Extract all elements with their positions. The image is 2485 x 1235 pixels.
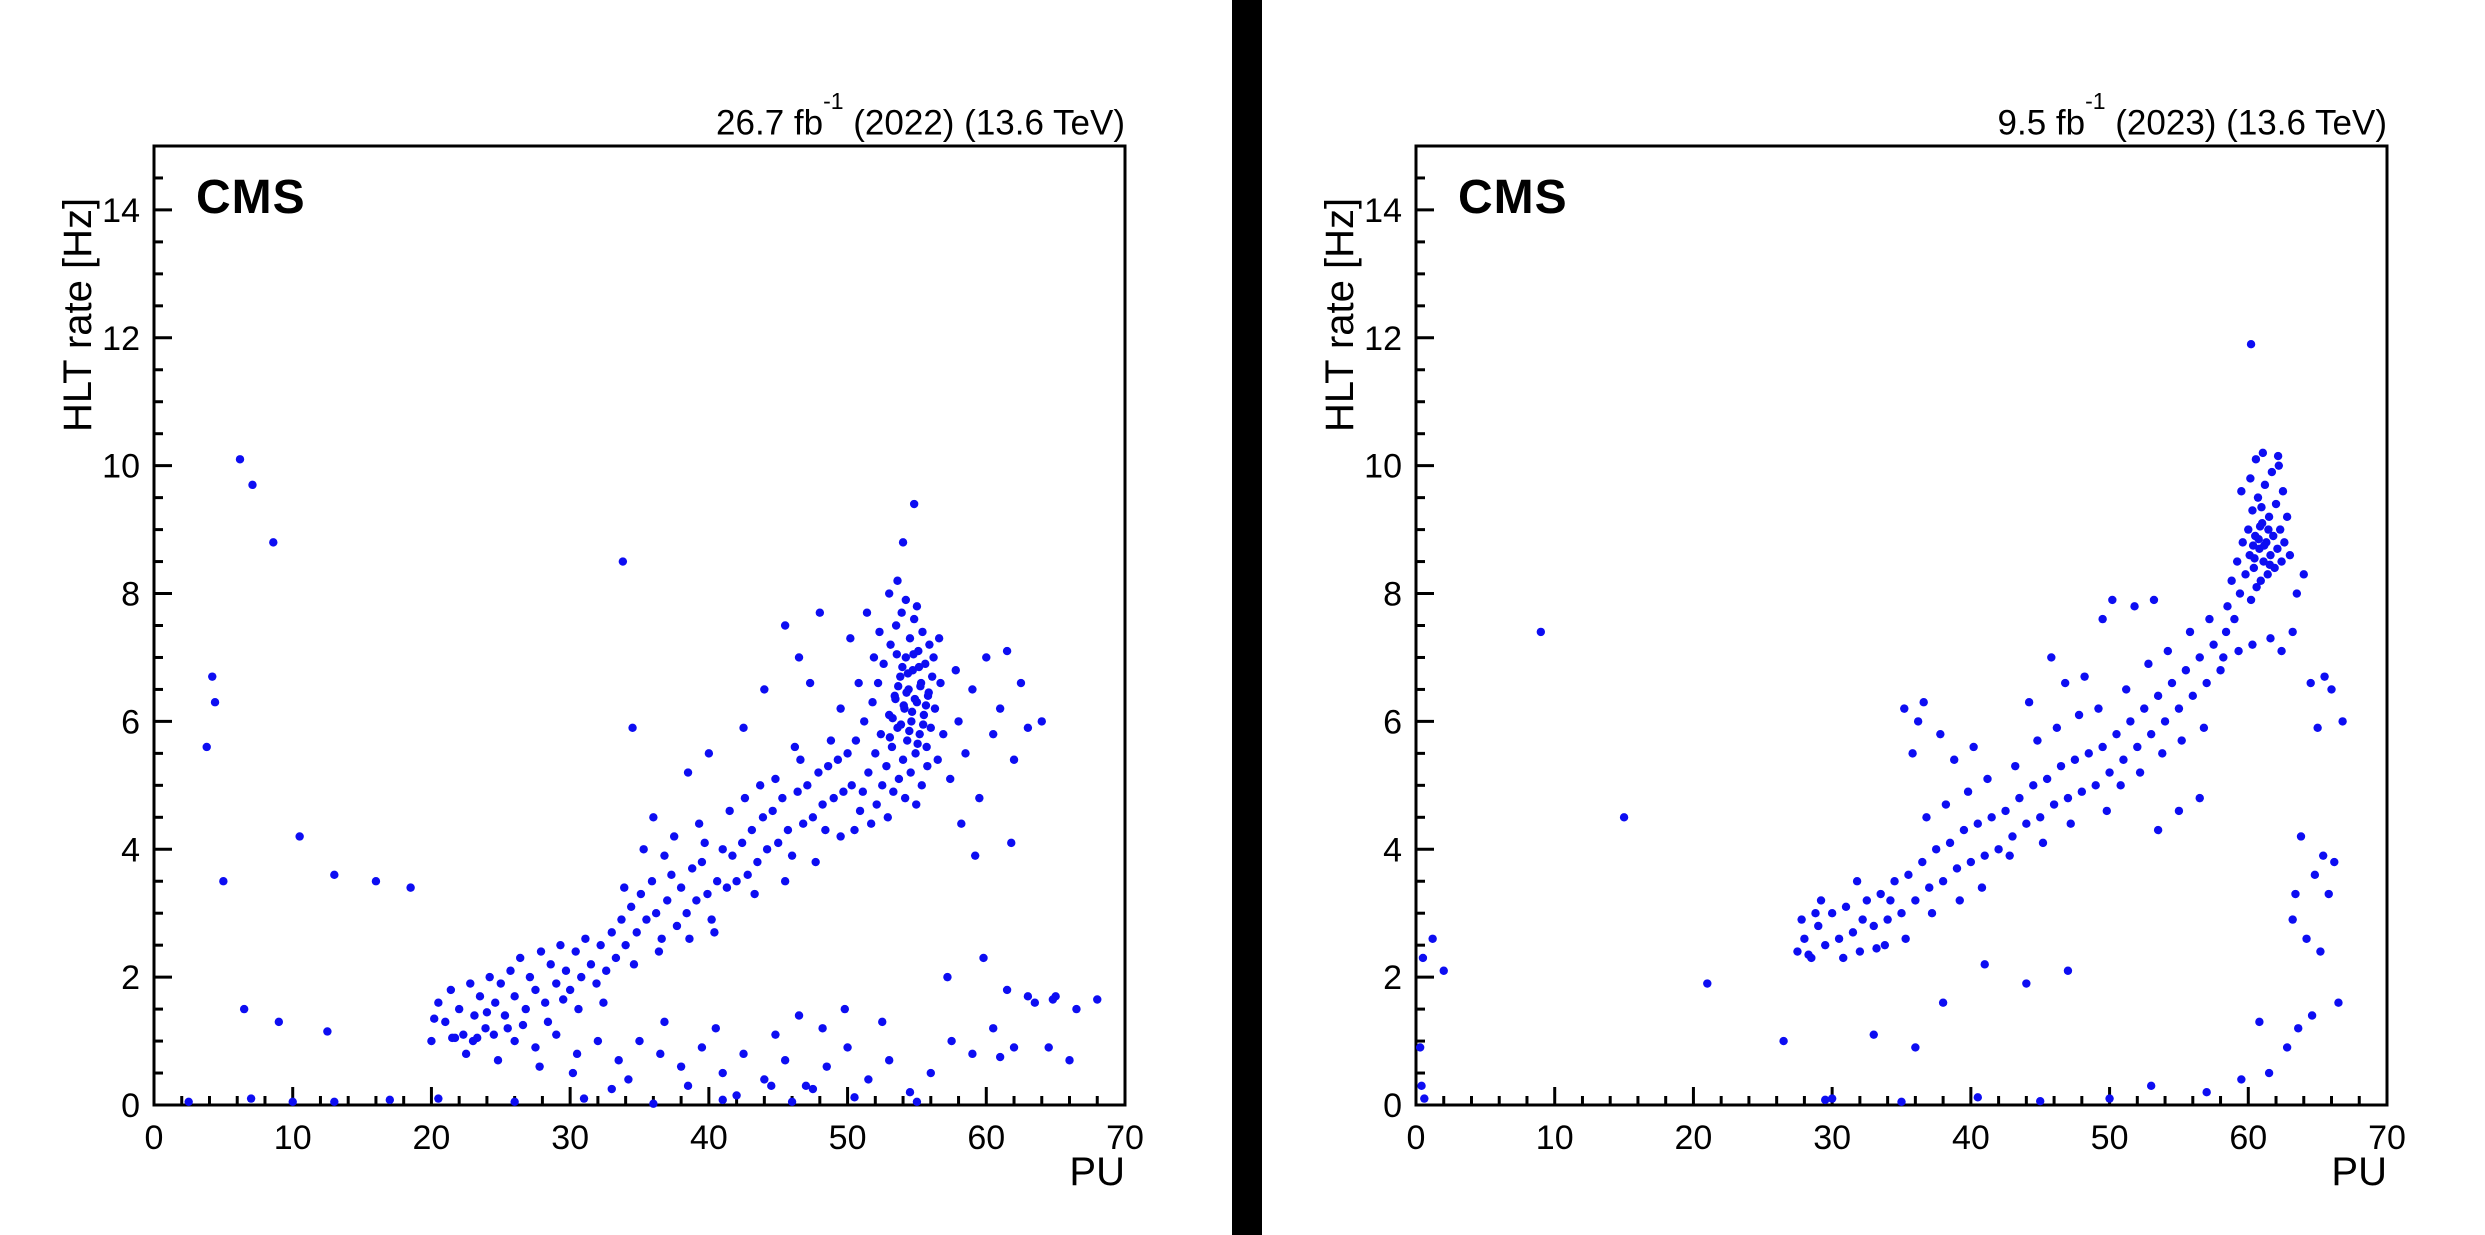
panel-divider [1232, 0, 1262, 1235]
energy-value: (2023) (13.6 TeV) [2105, 103, 2387, 143]
svg-text:70: 70 [2368, 1119, 2406, 1157]
svg-text:20: 20 [1675, 1119, 1713, 1157]
svg-text:0: 0 [1407, 1119, 1426, 1157]
x-axis-title: PU [2331, 1150, 2387, 1194]
svg-text:0: 0 [145, 1119, 164, 1157]
lumi-value: 26.7 fb [716, 103, 824, 143]
cms-label: CMS [196, 171, 306, 224]
svg-text:10: 10 [274, 1119, 312, 1157]
svg-text:60: 60 [2229, 1119, 2267, 1157]
svg-text:50: 50 [829, 1119, 867, 1157]
svg-text:40: 40 [690, 1119, 728, 1157]
svg-text:8: 8 [121, 576, 140, 614]
svg-text:20: 20 [413, 1119, 451, 1157]
svg-text:40: 40 [1952, 1119, 1990, 1157]
svg-text:14: 14 [1364, 192, 1402, 230]
svg-text:10: 10 [102, 448, 140, 486]
lumi-energy-label: 26.7 fb-1 (2022) (13.6 TeV) [0, 88, 1125, 144]
lumi-exponent: -1 [823, 88, 844, 114]
lumi-energy-label: 9.5 fb-1 (2023) (13.6 TeV) [1262, 88, 2387, 144]
scatter-plot-2022-canvas: 0 10 20 30 40 50 60 70 0 2 4 6 8 10 12 14 [102, 144, 1144, 1157]
svg-text:0: 0 [121, 1087, 140, 1125]
svg-text:12: 12 [1364, 320, 1402, 358]
svg-text:8: 8 [1383, 576, 1402, 614]
svg-text:4: 4 [1383, 831, 1402, 869]
svg-text:2: 2 [1383, 959, 1402, 997]
svg-text:12: 12 [102, 320, 140, 358]
cms-label: CMS [1458, 171, 1568, 224]
energy-value: (2022) (13.6 TeV) [843, 103, 1125, 143]
plot-panel-2022: 0 10 20 30 40 50 60 70 0 2 4 6 8 10 12 14 26.7 fb-1 (20… [0, 0, 1223, 1235]
svg-text:60: 60 [967, 1119, 1005, 1157]
svg-text:50: 50 [2091, 1119, 2129, 1157]
x-axis-title: PU [1069, 1150, 1125, 1194]
y-axis-title: HLT rate [Hz] [1318, 197, 1362, 432]
lumi-exponent: -1 [2085, 88, 2106, 114]
plot-panel-2023: 0 10 20 30 40 50 60 70 0 2 4 6 8 10 12 14 9.5 fb-1 (202… [1262, 0, 2485, 1235]
svg-text:30: 30 [1813, 1119, 1851, 1157]
svg-text:6: 6 [121, 703, 140, 741]
svg-text:2: 2 [121, 959, 140, 997]
scatter-plot-2023-canvas: 0 10 20 30 40 50 60 70 0 2 4 6 8 10 12 14 [1364, 144, 2406, 1157]
svg-text:70: 70 [1106, 1119, 1144, 1157]
svg-text:30: 30 [551, 1119, 589, 1157]
svg-text:0: 0 [1383, 1087, 1402, 1125]
svg-text:4: 4 [121, 831, 140, 869]
svg-text:10: 10 [1364, 448, 1402, 486]
svg-text:6: 6 [1383, 703, 1402, 741]
svg-text:14: 14 [102, 192, 140, 230]
svg-text:10: 10 [1536, 1119, 1574, 1157]
y-axis-title: HLT rate [Hz] [56, 197, 100, 432]
lumi-value: 9.5 fb [1997, 103, 2086, 143]
